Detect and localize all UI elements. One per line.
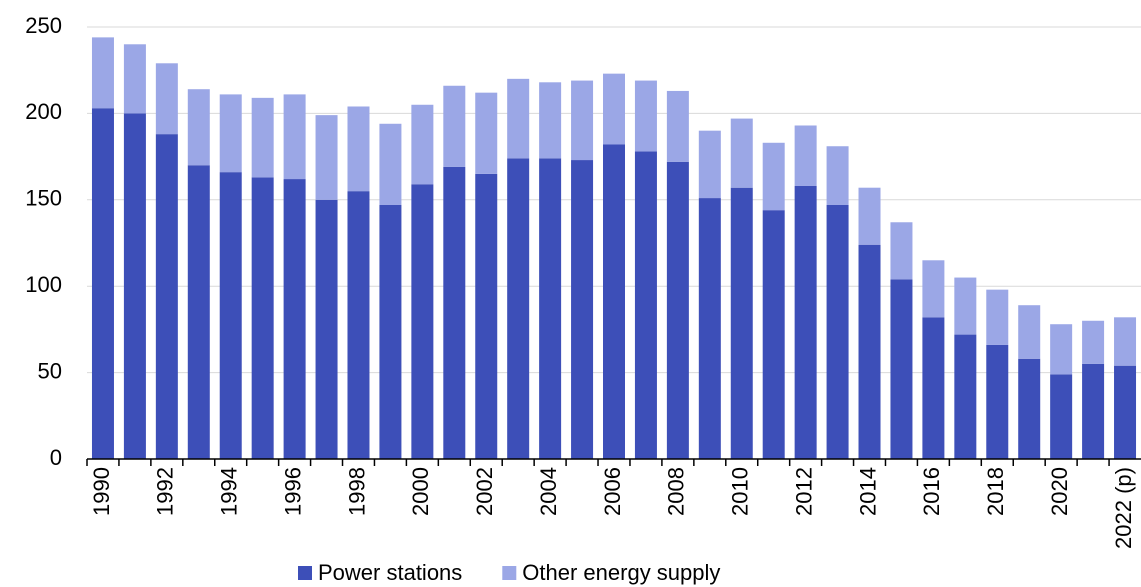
bar-segment [411,184,434,460]
bar-segment [251,177,274,459]
bar-segment [730,187,753,460]
bar-segment [475,92,498,174]
legend-label: Other energy supply [522,560,720,585]
bar-segment [379,204,402,459]
bar-segment [1114,365,1137,459]
x-tick-label: 1998 [344,467,369,516]
bar-segment [858,244,881,459]
x-tick-label: 2010 [728,467,753,516]
bar-segment [219,172,242,460]
x-tick-label: 2022 (p) [1111,467,1136,549]
bar-segment [219,94,242,173]
y-tick-label: 250 [25,13,62,38]
x-tick-label: 2004 [536,467,561,516]
bar-segment [507,78,530,159]
bar-segment [730,118,753,188]
bar-segment [283,94,306,180]
bar-segment [91,108,114,459]
bar-segment [443,85,466,167]
bar-segment [954,277,977,335]
x-tick-label: 2012 [791,467,816,516]
legend-label: Power stations [318,560,462,585]
x-tick-label: 1992 [153,467,178,516]
bar-segment [954,334,977,459]
x-tick-label: 2006 [600,467,625,516]
y-tick-label: 200 [25,99,62,124]
x-tick-label: 1994 [217,467,242,516]
bar-segment [634,80,657,152]
bar-segment [986,289,1009,345]
bar-segment [155,63,178,135]
bar-segment [315,115,338,200]
bar-segment [507,158,530,459]
x-tick-label: 1990 [89,467,114,516]
bar-segment [698,130,721,199]
bar-segment [1050,374,1073,459]
bar-segment [91,37,114,109]
bar-segment [794,125,817,186]
y-tick-label: 150 [25,186,62,211]
x-tick-label: 2002 [472,467,497,516]
legend-swatch [298,566,312,580]
bar-segment [1050,324,1073,375]
bar-segment [539,82,562,159]
bar-segment [1018,358,1041,459]
bar-segment [826,146,849,205]
x-tick-label: 2020 [1047,467,1072,516]
bar-segment [890,222,913,280]
x-tick-label: 2008 [664,467,689,516]
bar-segment [794,185,817,459]
bar-segment [666,90,689,162]
bar-segment [187,165,210,460]
bar-segment [890,279,913,459]
bar-segment [187,89,210,166]
bar-segment [123,113,146,460]
bar-segment [1018,305,1041,359]
bar-segment [603,73,625,145]
bar-segment [571,160,594,459]
legend-swatch [502,566,517,580]
x-tick-label: 2016 [919,467,944,516]
bar-segment [698,198,721,459]
bar-segment [603,144,625,459]
y-tick-label: 100 [25,272,62,297]
bar-segment [475,173,498,459]
bar-segment [155,134,178,460]
bar-segment [922,317,945,459]
bar-segment [762,142,785,211]
x-tick-label: 2014 [855,467,880,516]
bar-segment [666,161,689,459]
bar-segment [634,151,657,459]
bar-segment [858,187,881,245]
bar-segment [411,104,434,185]
bar-segment [379,123,402,205]
bar-segment [283,179,306,459]
bar-segment [1082,363,1105,459]
bar-segment [922,260,945,318]
bar-segment [1082,320,1105,364]
bar-segment [539,158,562,459]
bar-segment [347,106,370,192]
bar-segment [1114,317,1137,366]
bar-segment [986,344,1009,459]
bar-segment [571,80,594,161]
bar-segment [826,204,849,459]
x-tick-label: 1996 [280,467,305,516]
x-tick-label: 2000 [408,467,433,516]
y-tick-label: 50 [38,358,62,383]
bar-segment [347,191,370,459]
x-tick-label: 2018 [983,467,1008,516]
bar-segment [762,210,785,459]
bar-segment [251,97,274,178]
y-tick-label: 0 [50,445,62,470]
bar-segment [315,199,338,460]
bar-segment [443,166,466,459]
bar-segment [123,44,146,114]
